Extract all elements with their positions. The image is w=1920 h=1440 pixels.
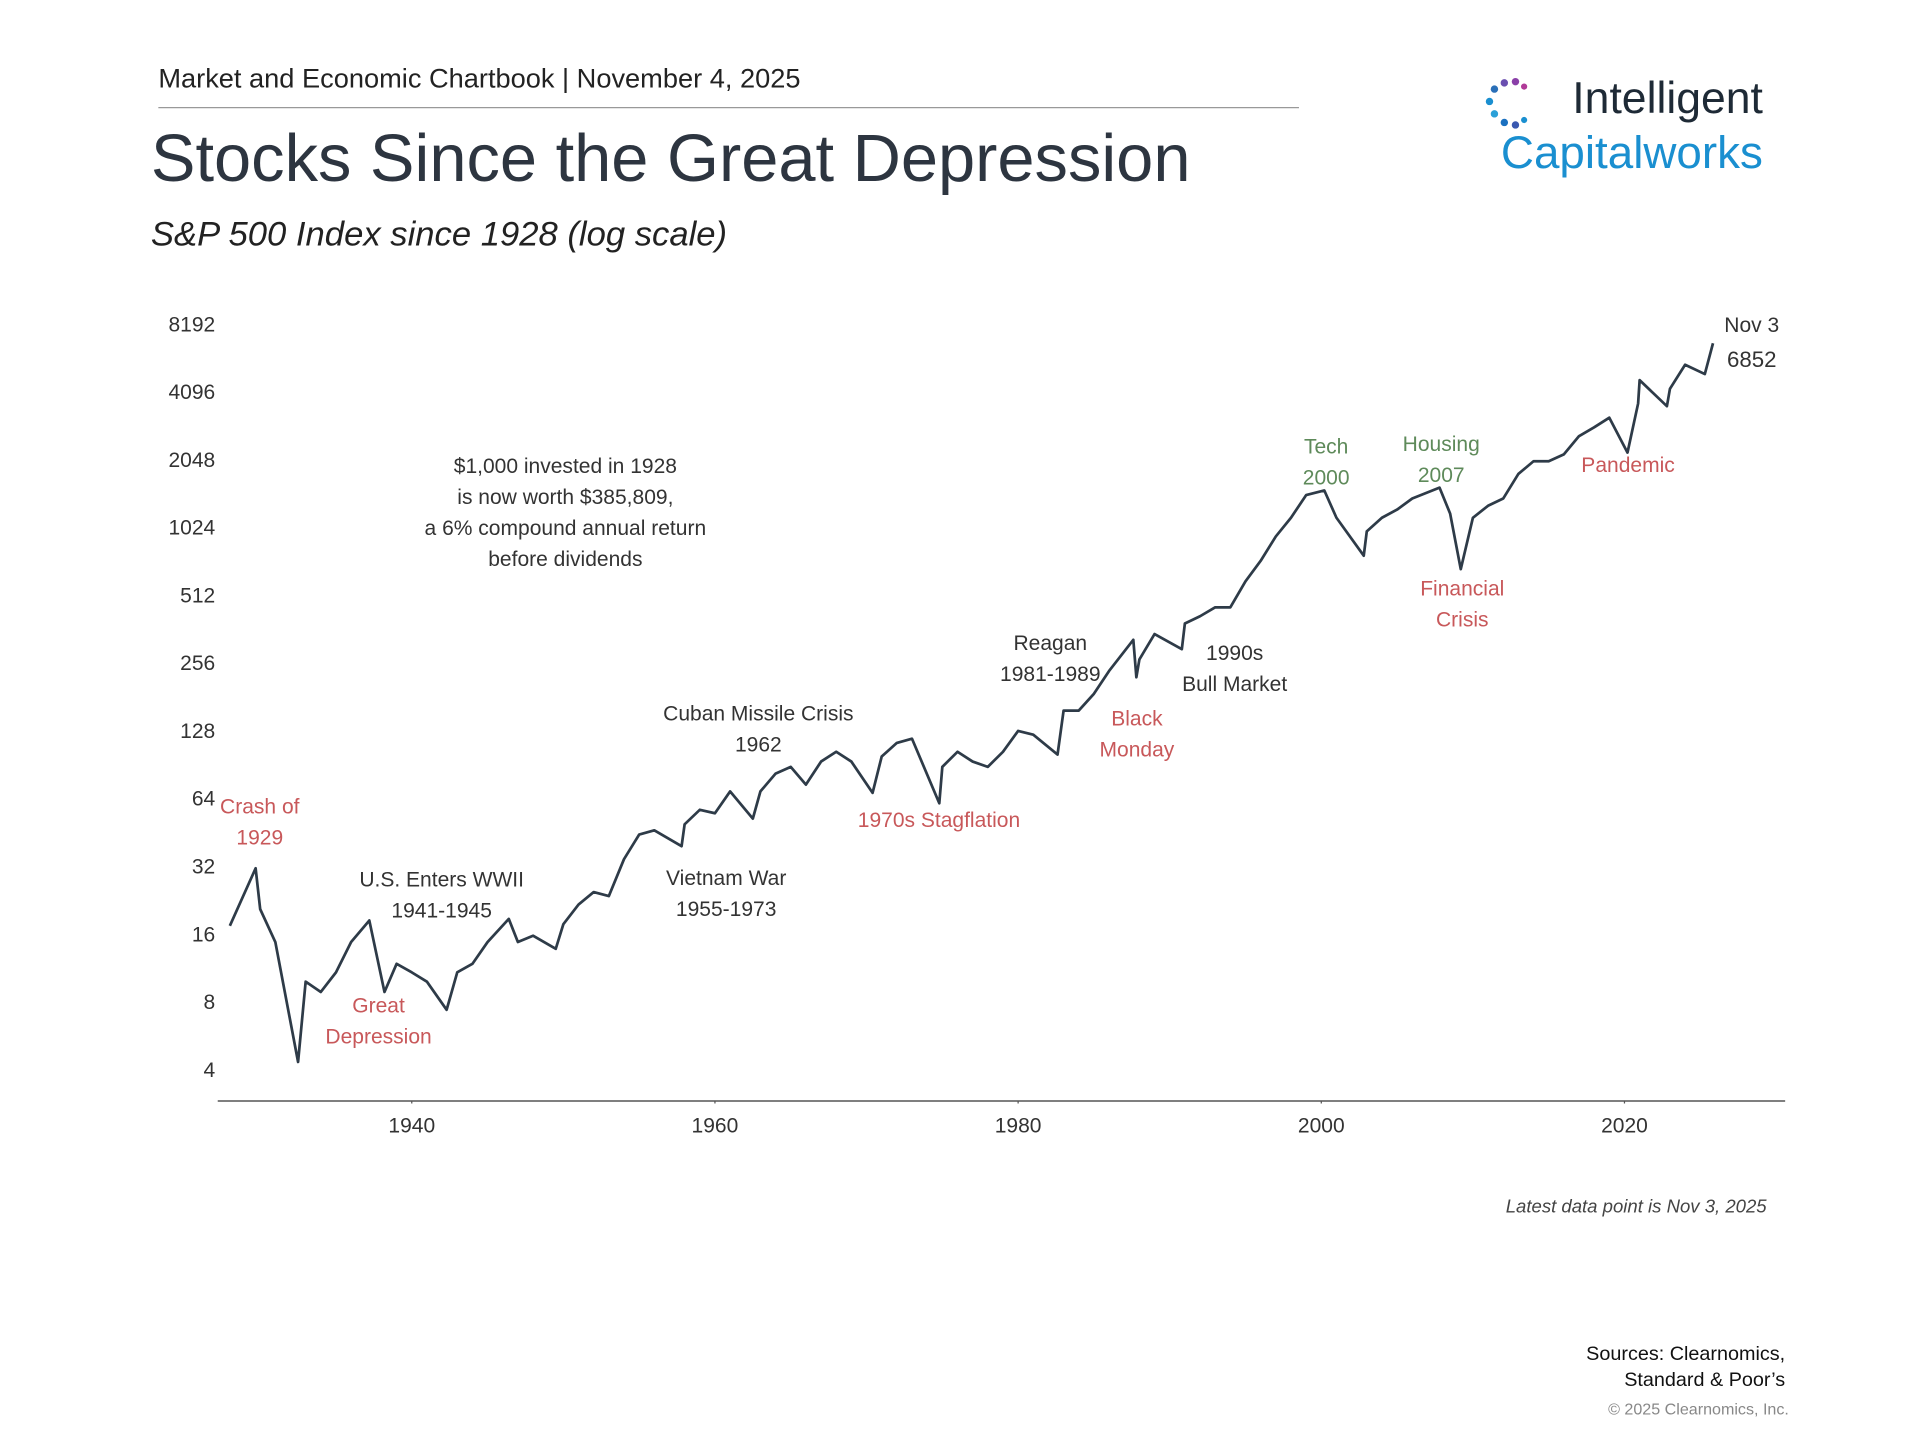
annotation: Nov 3 bbox=[1724, 314, 1779, 337]
logo-icon bbox=[1485, 77, 1528, 129]
annotation: Vietnam War bbox=[666, 867, 786, 890]
annotation: 1941-1945 bbox=[391, 899, 492, 922]
x-tick-label: 1960 bbox=[692, 1115, 739, 1138]
y-tick-label: 4096 bbox=[168, 381, 215, 404]
annotation: U.S. Enters WWII bbox=[359, 868, 524, 891]
annotation: 1970s Stagflation bbox=[858, 809, 1020, 832]
y-tick-label: 256 bbox=[180, 652, 215, 675]
x-tick-label: 1980 bbox=[995, 1115, 1042, 1138]
chart-subtitle: S&P 500 Index since 1928 (log scale) bbox=[151, 215, 727, 253]
y-tick-label: 32 bbox=[192, 856, 215, 879]
y-tick-label: 512 bbox=[180, 584, 215, 607]
annotation: 1955-1973 bbox=[676, 898, 777, 921]
annotation: Depression bbox=[325, 1026, 431, 1049]
annotation: Bull Market bbox=[1182, 673, 1287, 696]
annotation: Reagan bbox=[1013, 632, 1087, 655]
annotation: Black bbox=[1111, 708, 1163, 731]
annotation: Great bbox=[352, 995, 405, 1018]
y-tick-label: 2048 bbox=[168, 449, 215, 472]
annotation: Crash of bbox=[220, 795, 300, 818]
annotation: is now worth $385,809, bbox=[457, 486, 673, 509]
annotation: Financial bbox=[1420, 578, 1504, 601]
x-tick-label: 2000 bbox=[1298, 1115, 1345, 1138]
data-line bbox=[228, 342, 1715, 1064]
annotation: a 6% compound annual return bbox=[425, 517, 707, 540]
y-tick-label: 16 bbox=[192, 923, 215, 946]
end-value-label: 6852 bbox=[1727, 347, 1777, 372]
annotation: Monday bbox=[1100, 738, 1175, 761]
chart-note: Latest data point is Nov 3, 2025 bbox=[1506, 1195, 1768, 1216]
y-tick-label: 8 bbox=[204, 991, 216, 1014]
annotation: before dividends bbox=[488, 548, 642, 571]
annotation: Crisis bbox=[1436, 609, 1489, 632]
annotation: Tech bbox=[1304, 435, 1348, 458]
logo-text: Capitalworks bbox=[1501, 127, 1763, 178]
y-tick-label: 1024 bbox=[168, 517, 215, 540]
sources: Standard & Poor’s bbox=[1624, 1369, 1785, 1391]
annotation: 2000 bbox=[1303, 466, 1350, 489]
chart-title: Stocks Since the Great Depression bbox=[151, 122, 1191, 196]
x-tick-label: 1940 bbox=[388, 1115, 435, 1138]
annotation: 1962 bbox=[735, 734, 782, 757]
sources: Sources: Clearnomics, bbox=[1586, 1343, 1785, 1365]
y-tick-label: 4 bbox=[204, 1059, 216, 1082]
y-tick-label: 128 bbox=[180, 720, 215, 743]
annotation: $1,000 invested in 1928 bbox=[454, 455, 677, 478]
copyright: © 2025 Clearnomics, Inc. bbox=[1608, 1401, 1789, 1419]
x-tick-label: 2020 bbox=[1601, 1115, 1648, 1138]
annotation: Housing bbox=[1403, 433, 1480, 456]
annotation: Pandemic bbox=[1581, 454, 1674, 477]
annotation: 1929 bbox=[236, 826, 283, 849]
logo-text: Intelligent bbox=[1572, 74, 1763, 123]
annotation: 2007 bbox=[1418, 464, 1465, 487]
y-tick-label: 64 bbox=[192, 788, 216, 811]
annotation: 1981-1989 bbox=[1000, 663, 1101, 686]
annotation: Cuban Missile Crisis bbox=[663, 703, 853, 726]
y-tick-label: 8192 bbox=[168, 313, 215, 336]
annotation: 1990s bbox=[1206, 642, 1263, 665]
header-top: Market and Economic Chartbook | November… bbox=[158, 63, 800, 94]
